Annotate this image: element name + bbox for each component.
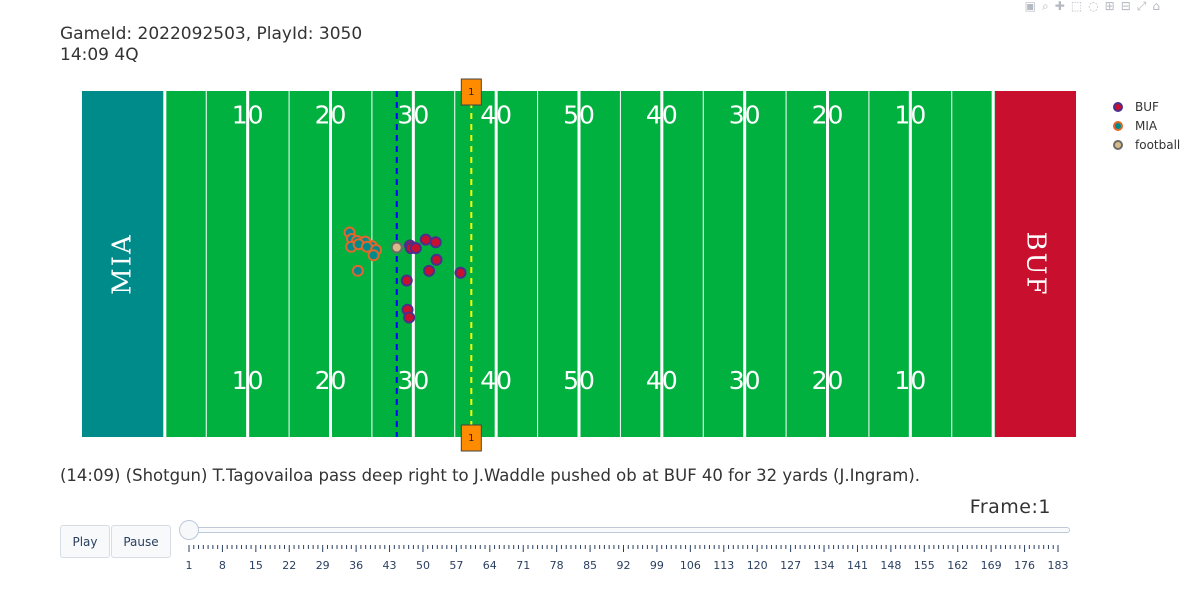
zoom-in-icon[interactable]: ⊞ [1104,0,1115,13]
autoscale-icon[interactable]: ⤢ [1136,0,1147,13]
slider-tick-label: 127 [780,559,801,572]
slider-tick-label: 71 [516,559,530,572]
slider-tick-label: 1 [186,559,193,572]
slider-tick-label: 29 [316,559,330,572]
yard-number: 30 [729,366,761,395]
endzone-left [82,91,163,437]
slider-tick-label: 155 [914,559,935,572]
football-point [390,241,403,254]
yard-number: 10 [232,100,264,129]
endzone-right-label: BUF [1021,231,1051,296]
yard-number: 40 [646,366,678,395]
yard-number: 40 [480,100,512,129]
down-marker-top [460,78,482,106]
yard-number: 30 [397,366,429,395]
yard-number: 30 [397,100,429,129]
mia-point [351,264,364,277]
frame-label: Frame:1 [969,496,1051,518]
zoom-out-icon[interactable]: ⊟ [1120,0,1131,13]
legend-label: MIA [1135,118,1158,133]
yard-number: 50 [563,100,595,129]
down-marker-top-label: 1 [468,87,474,98]
yard-number: 30 [729,100,761,129]
yard-number: 20 [315,366,347,395]
slider-tick-label: 78 [550,559,564,572]
yard-number: 50 [563,366,595,395]
yard-number: 20 [812,366,844,395]
legend-item-football[interactable]: football [1113,135,1180,154]
pause-button[interactable]: Pause [111,525,171,558]
legend-marker [1113,139,1123,150]
slider-tick-label: 176 [1014,559,1035,572]
buf-point [454,266,467,279]
yard-number: 10 [894,366,926,395]
buf-point [429,236,442,249]
slider-tick-label: 92 [617,559,631,572]
play-description: (14:09) (Shotgun) T.Tagovailoa pass deep… [60,466,921,485]
game-play-id: GameId: 2022092503, PlayId: 3050 [60,24,363,44]
slider-tick-label: 15 [249,559,263,572]
pan-icon[interactable]: ✚ [1054,0,1065,13]
camera-icon[interactable]: ▣ [1024,0,1037,13]
chart-title: GameId: 2022092503, PlayId: 3050 14:09 4… [60,24,362,66]
slider-tick-label: 22 [282,559,296,572]
yard-number: 10 [232,366,264,395]
legend: BUF MIA football [1113,97,1180,154]
buf-point [409,242,422,255]
modebar: ▣ ⌕ ✚ ⬚ ◌ ⊞ ⊟ ⤢ ⌂ [1025,0,1200,12]
box-select-icon[interactable]: ⬚ [1070,0,1083,13]
slider-tick-label: 85 [583,559,597,572]
endzone-right [995,91,1076,437]
buf-point [423,264,436,277]
slider-tick-label: 64 [483,559,497,572]
game-clock: 14:09 4Q [60,45,139,65]
slider-tick-label: 134 [814,559,835,572]
slider-tick-label: 162 [947,559,968,572]
endzone-left-label: MIA [107,233,137,295]
slider-tick-label: 120 [747,559,768,572]
legend-marker [1113,101,1123,112]
yard-number: 40 [480,366,512,395]
buf-point [400,274,413,287]
slider-tick-label: 57 [449,559,463,572]
home-icon[interactable]: ⌂ [1152,0,1160,13]
buf-point [430,253,443,266]
legend-item-mia[interactable]: MIA [1113,116,1180,135]
yard-number: 20 [812,100,844,129]
slider-tick-label: 148 [880,559,901,572]
slider-tick-label: 106 [680,559,701,572]
legend-label: BUF [1135,99,1159,114]
slider-tick-label: 169 [981,559,1002,572]
slider-tick-label: 36 [349,559,363,572]
slider-tick-label: 8 [219,559,226,572]
slider-tick-label: 99 [650,559,664,572]
yard-number: 40 [646,100,678,129]
yard-number: 10 [894,100,926,129]
buf-point [403,311,416,324]
legend-item-buf[interactable]: BUF [1113,97,1180,116]
play-button[interactable]: Play [60,525,110,558]
mia-point [367,249,380,262]
legend-marker [1113,120,1123,131]
legend-label: football [1135,137,1181,152]
slider-tick-label: 113 [713,559,734,572]
frame-slider-knob[interactable] [179,520,199,540]
slider-tick-label: 183 [1048,559,1069,572]
down-marker-bottom [460,424,482,452]
lasso-icon[interactable]: ◌ [1088,0,1099,13]
slider-tick-label: 141 [847,559,868,572]
yard-number: 20 [315,100,347,129]
zoom-icon[interactable]: ⌕ [1042,0,1049,13]
slider-tick-label: 43 [383,559,397,572]
slider-tick-label: 50 [416,559,430,572]
down-marker-bottom-label: 1 [468,433,474,444]
